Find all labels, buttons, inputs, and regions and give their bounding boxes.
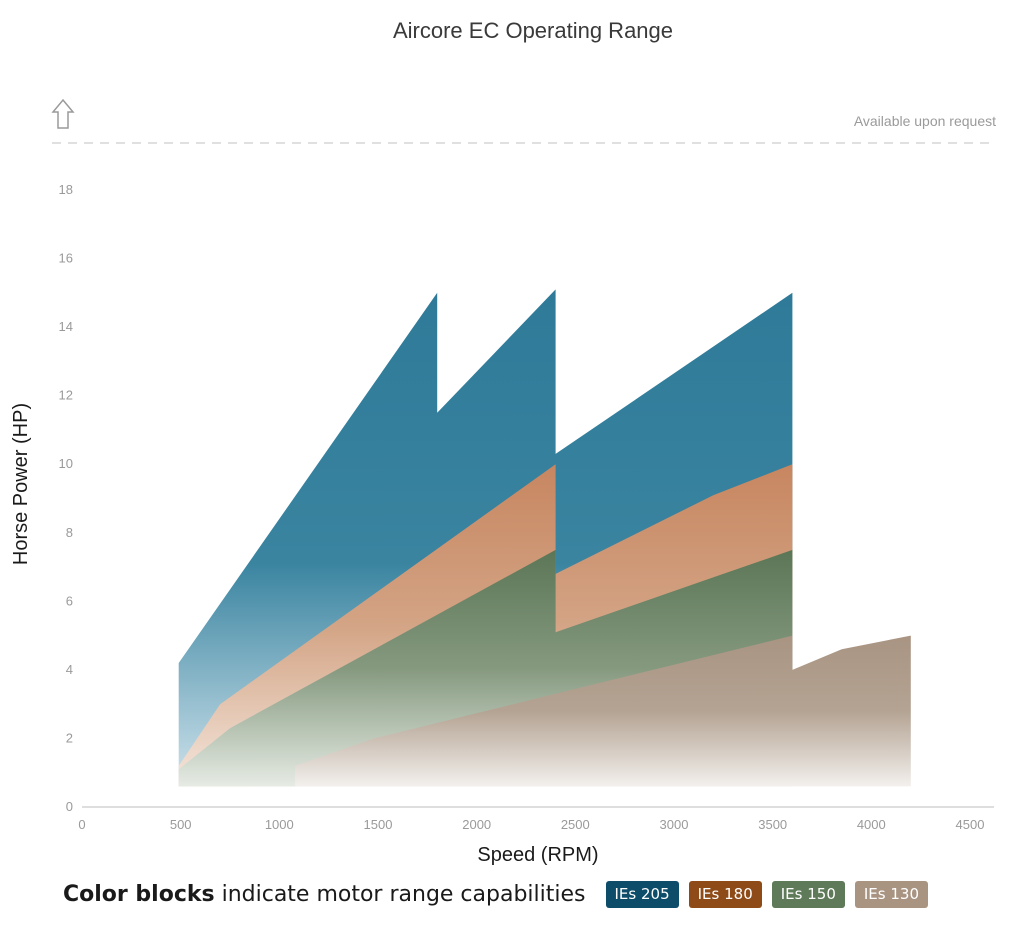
y-tick-label: 14 (59, 319, 73, 334)
y-tick-label: 2 (66, 730, 73, 745)
x-tick-label: 0 (78, 817, 85, 832)
y-tick-label: 10 (59, 456, 73, 471)
legend-bold-text: Color blocks (63, 881, 215, 907)
x-tick-label: 2000 (462, 817, 491, 832)
x-tick-label: 2500 (561, 817, 590, 832)
y-tick-label: 0 (66, 799, 73, 814)
chart-title: Aircore EC Operating Range (393, 18, 673, 43)
legend-item-ies-150: IEs 150 (771, 880, 845, 908)
x-tick-label: 500 (170, 817, 192, 832)
y-tick-label: 8 (66, 525, 73, 540)
x-tick-label: 1000 (265, 817, 294, 832)
legend-caption: Color blocks indicate motor range capabi… (63, 882, 586, 907)
y-tick-label: 4 (66, 662, 73, 677)
y-axis-label: Horse Power (HP) (10, 403, 32, 565)
legend: Color blocks indicate motor range capabi… (63, 878, 928, 910)
available-upon-request-note: Available upon request (854, 113, 996, 129)
y-tick-label: 16 (59, 251, 73, 266)
x-tick-labels: 0 500 1000 1500 2000 2500 3000 3500 4000 4500 (78, 817, 984, 832)
x-tick-label: 1500 (364, 817, 393, 832)
area-layer (178, 289, 911, 787)
legend-item-ies-180: IEs 180 (688, 880, 762, 908)
area-ies-130 (295, 635, 911, 787)
legend-item-ies-205: IEs 205 (605, 880, 679, 908)
x-tick-label: 3500 (758, 817, 787, 832)
x-tick-label: 4500 (956, 817, 985, 832)
legend-caption-text: indicate motor range capabilities (221, 881, 586, 907)
legend-item-ies-130: IEs 130 (854, 880, 928, 908)
y-tick-label: 18 (59, 182, 73, 197)
x-tick-label: 3000 (660, 817, 689, 832)
x-tick-label: 4000 (857, 817, 886, 832)
y-tick-label: 6 (66, 593, 73, 608)
y-tick-label: 12 (59, 388, 73, 403)
x-axis-label: Speed (RPM) (477, 844, 598, 866)
y-tick-labels: 0 2 4 6 8 10 12 14 16 18 (59, 182, 73, 814)
up-arrow-icon (51, 98, 75, 129)
